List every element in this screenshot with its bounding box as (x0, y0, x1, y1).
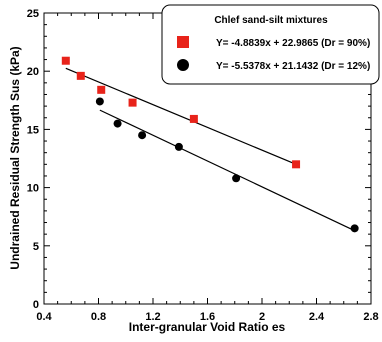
y-tick-label: 10 (27, 183, 39, 195)
legend-marker-square (177, 36, 189, 48)
legend-marker-circle (177, 59, 189, 71)
data-point-square (189, 114, 198, 123)
data-point-square (61, 56, 70, 65)
legend-box (161, 4, 380, 85)
legend-title: Chlef sand-silt mixtures (214, 15, 328, 26)
x-tick-label: 1.2 (145, 311, 160, 323)
x-tick-label: 0.4 (36, 311, 52, 323)
data-point-circle (350, 224, 359, 233)
x-tick-label: 2.4 (309, 311, 325, 323)
x-tick-label: 1.6 (200, 311, 215, 323)
y-tick-label: 5 (33, 241, 39, 253)
y-axis-title: Undrained Residual Strength Sus (kPa) (8, 46, 22, 269)
data-markers (61, 56, 359, 233)
data-point-square (97, 85, 106, 94)
x-tick-label: 2 (259, 311, 265, 323)
y-tick-label: 15 (27, 124, 39, 136)
legend-label-dr12: Y= -5.5378x + 21.1432 (Dr = 12%) (216, 61, 370, 72)
data-point-square (76, 71, 85, 80)
y-tick-label: 25 (27, 8, 39, 20)
data-point-square (292, 160, 301, 169)
fit-line-series-0 (65, 67, 297, 165)
x-axis-title: Inter-granular Void Ratio es (129, 320, 286, 334)
fit-line-series-1 (99, 109, 355, 232)
data-point-circle (232, 174, 241, 183)
data-point-circle (95, 97, 104, 106)
data-point-circle (113, 119, 122, 128)
x-tick-label: 2.8 (363, 311, 378, 323)
data-point-circle (138, 131, 147, 140)
y-tick-label: 0 (33, 299, 39, 311)
x-tick-label: 0.8 (91, 311, 106, 323)
axis-ticks: 0.4 0.8 1.2 1.6 2 2.4 2.8 0 5 10 15 20 25 (27, 8, 379, 323)
data-point-circle (174, 142, 183, 151)
legend-label-dr90: Y= -4.8839x + 22.9865 (Dr = 90%) (216, 38, 370, 49)
data-point-square (128, 98, 137, 107)
legend: Chlef sand-silt mixtures Y= -4.8839x + 2… (161, 4, 380, 85)
y-tick-label: 20 (27, 66, 39, 78)
fit-lines (65, 67, 355, 232)
